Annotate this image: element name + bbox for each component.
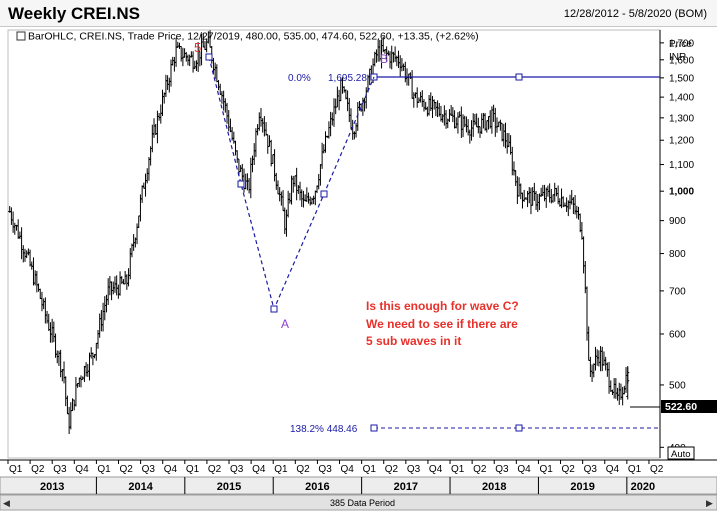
right-arrow-icon[interactable]: ▶ bbox=[706, 498, 713, 508]
legend-text: BarOHLC, CREI.NS, Trade Price, 12/27/201… bbox=[28, 31, 479, 43]
chart-header: Weekly CREI.NS 12/28/2012 - 5/8/2020 (BO… bbox=[0, 0, 717, 27]
note-line-1: Is this enough for wave C? bbox=[366, 299, 519, 313]
quarter-label: Q1 bbox=[9, 464, 23, 475]
current-price-tag bbox=[661, 400, 717, 413]
data-period-label: 385 Data Period bbox=[330, 498, 395, 508]
quarter-label: Q3 bbox=[584, 464, 598, 475]
y-tick-label: 700 bbox=[669, 286, 686, 297]
year-label: 2015 bbox=[217, 481, 241, 493]
y-tick-label: 900 bbox=[669, 216, 686, 227]
price-axis-label: Price bbox=[669, 39, 692, 50]
quarter-label: Q3 bbox=[230, 464, 244, 475]
year-labels: 2013 2014 2015 2016 2017 2018 2019 2020 bbox=[40, 477, 655, 494]
wave-handle[interactable] bbox=[270, 305, 278, 313]
currency-label: INR bbox=[669, 52, 686, 63]
year-label: 2019 bbox=[570, 481, 594, 493]
period-bar[interactable] bbox=[0, 494, 717, 511]
quarter-label: Q4 bbox=[252, 464, 266, 475]
wave-handle[interactable] bbox=[205, 53, 213, 61]
quarter-label: Q2 bbox=[296, 464, 310, 475]
price-chart[interactable]: BarOHLC, CREI.NS, Trade Price, 12/27/201… bbox=[0, 27, 717, 512]
y-tick-label: 1,700 bbox=[669, 38, 694, 49]
quarter-label: Q4 bbox=[429, 464, 443, 475]
date-range: 12/28/2012 - 5/8/2020 (BOM) bbox=[563, 8, 707, 20]
quarter-label: Q2 bbox=[208, 464, 222, 475]
quarter-label: Q2 bbox=[473, 464, 487, 475]
year-label: 2014 bbox=[128, 481, 153, 493]
quarter-label: Q1 bbox=[186, 464, 200, 475]
ohlc-bar-last bbox=[626, 366, 630, 400]
quarter-label: Q1 bbox=[97, 464, 111, 475]
quarter-label: Q3 bbox=[53, 464, 67, 475]
year-label: 2018 bbox=[482, 481, 506, 493]
y-tick-label: 1,000 bbox=[669, 187, 694, 198]
fib-0-label: 0.0% bbox=[288, 73, 311, 84]
auto-scale-label: Auto bbox=[671, 449, 691, 460]
quarter-label: Q2 bbox=[31, 464, 45, 475]
wave-a-label: A bbox=[281, 317, 289, 331]
quarter-label: Q4 bbox=[75, 464, 89, 475]
y-tick-label: 1,400 bbox=[669, 93, 694, 104]
quarter-label: Q1 bbox=[451, 464, 465, 475]
quarter-label: Q3 bbox=[318, 464, 332, 475]
year-label: 2020 bbox=[631, 481, 655, 493]
left-arrow-icon[interactable]: ◀ bbox=[3, 498, 10, 508]
y-tick-label: 1,100 bbox=[669, 160, 694, 171]
wave-handle[interactable] bbox=[237, 180, 245, 188]
quarter-label: Q1 bbox=[628, 464, 642, 475]
legend-box-icon bbox=[16, 31, 26, 41]
chart-title: Weekly CREI.NS bbox=[8, 4, 140, 23]
quarter-label: Q4 bbox=[341, 464, 355, 475]
ohlc-bars bbox=[8, 30, 630, 435]
year-label: 2013 bbox=[40, 481, 64, 493]
y-tick-label: 1,300 bbox=[669, 113, 694, 124]
y-tick-label: 1,200 bbox=[669, 136, 694, 147]
y-tick-label: 1,500 bbox=[669, 73, 694, 84]
quarter-label: Q1 bbox=[363, 464, 377, 475]
quarter-label: Q4 bbox=[164, 464, 178, 475]
quarter-label: Q4 bbox=[517, 464, 531, 475]
y-tick-label: 500 bbox=[669, 380, 686, 391]
wave-handle[interactable] bbox=[320, 190, 328, 198]
fib-handle[interactable] bbox=[515, 424, 523, 432]
quarter-label: Q2 bbox=[120, 464, 134, 475]
quarter-label: Q2 bbox=[385, 464, 399, 475]
y-tick-label: 600 bbox=[669, 329, 686, 340]
quarter-label: Q3 bbox=[495, 464, 509, 475]
quarter-label: Q4 bbox=[606, 464, 620, 475]
y-tick-label: 800 bbox=[669, 249, 686, 260]
wave-b-label: B bbox=[380, 52, 388, 66]
quarter-label: Q1 bbox=[274, 464, 288, 475]
y-axis-ticks: 1,700 1,600 1,500 1,400 1,300 1,200 1,100 1,000… bbox=[660, 38, 694, 454]
quarter-label: Q3 bbox=[142, 464, 156, 475]
fib-handle[interactable] bbox=[370, 424, 378, 432]
note-line-3: 5 sub waves in it bbox=[366, 334, 461, 348]
fib-0-value: 1,695.28 bbox=[328, 73, 367, 84]
quarter-label: Q1 bbox=[539, 464, 553, 475]
year-axis bbox=[0, 476, 717, 495]
plot-area[interactable] bbox=[7, 29, 661, 459]
quarter-labels: Q1 Q2 Q3 Q4 Q1 Q2 Q3 Q4 Q1 Q2 Q3 Q4 Q1 Q2 Q3 Q4 Q1 Q2 Q3 Q4… bbox=[7, 460, 664, 475]
year-label: 2016 bbox=[305, 481, 329, 493]
current-price-value: 522.60 bbox=[665, 401, 697, 413]
auto-scale-button[interactable] bbox=[667, 446, 695, 460]
quarter-label: Q2 bbox=[562, 464, 576, 475]
fib-handle[interactable] bbox=[515, 73, 523, 81]
wave-5-label: 5 bbox=[194, 40, 201, 55]
y-tick-label: 1,600 bbox=[669, 55, 694, 66]
note-line-2: We need to see if there are bbox=[366, 317, 518, 331]
fib-138-label: 138.2% 448.46 bbox=[290, 424, 358, 435]
quarter-label: Q3 bbox=[407, 464, 421, 475]
year-label: 2017 bbox=[394, 481, 418, 493]
quarter-axis bbox=[0, 460, 717, 477]
quarter-label: Q2 bbox=[650, 464, 664, 475]
